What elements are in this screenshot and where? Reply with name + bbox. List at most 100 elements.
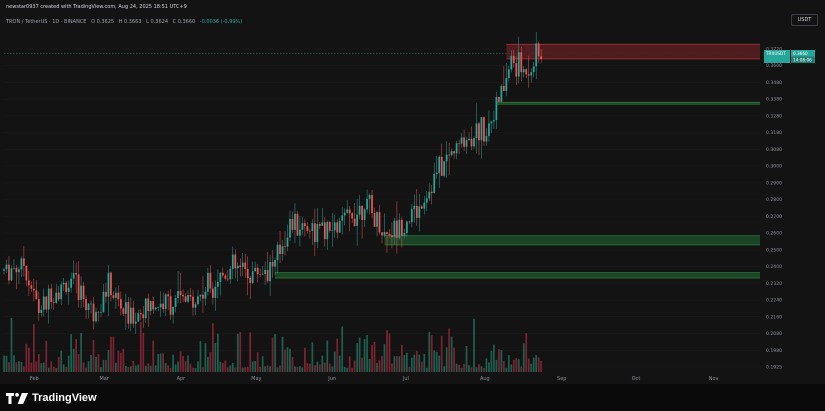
volume-bar [371,345,373,372]
volume-bar [264,366,266,372]
volume-bar [468,365,470,372]
candle-body [72,273,75,279]
ohlc-low: L 0.3624 [146,19,169,25]
symbol-title[interactable]: TRON / TetherUS · 1D · BINANCE [6,19,87,25]
candle-body [363,209,366,220]
volume-bar [418,354,421,372]
candle-body [485,136,488,142]
candle-body [453,151,455,154]
volume-bar [65,367,68,372]
candle-body [405,221,408,233]
candle-body [284,246,286,247]
candle-body [47,288,50,310]
candle-body [224,275,227,279]
candle-body [127,302,130,324]
volume-bar [291,356,294,372]
volume-bar [274,334,276,372]
volume-bar [204,343,207,372]
volume-bar [341,326,344,372]
y-tick-label: 0.2800 [766,197,782,203]
candle-body [537,43,540,57]
candle-body [281,246,284,254]
candle-body [137,313,140,322]
y-tick-label: 0.2900 [766,180,782,186]
volume-bar [127,367,130,372]
candle-body [383,232,386,236]
volume-bar [129,366,132,372]
volume-bar [425,367,428,372]
volume-bar [77,353,80,372]
volume-bar [316,361,319,372]
candle-body [527,74,530,76]
volume-bar [5,355,8,372]
volume-bar [532,357,535,372]
candle-body [149,301,152,311]
candle-body [507,69,510,79]
candle-body [333,222,336,231]
volume-bar [82,362,85,372]
candle-body [30,285,33,289]
volume-bar [520,366,523,372]
candle-body [124,302,127,314]
support-zone [384,235,760,245]
volume-bar [438,355,441,372]
volume-bar [27,347,30,372]
volume-bar [460,367,463,372]
volume-bar [112,336,115,372]
candle-body [216,281,219,287]
volume-bar [443,366,446,372]
volume-bar [120,352,122,372]
x-tick-label: Apr [177,376,187,382]
volume-bar [105,360,107,372]
candle-body [401,219,403,236]
candle-body [480,117,483,141]
price-value-box [791,50,815,57]
volume-bar [216,333,219,372]
volume-bar [381,355,383,372]
volume-bar [219,361,222,372]
volume-bar [177,361,179,372]
x-tick-label: Aug [480,376,490,382]
volume-bar [152,340,155,372]
volume-bar [535,355,538,372]
volume-bar [433,350,436,372]
volume-bar [361,357,363,372]
candle-body [386,232,388,234]
candle-body [376,212,378,227]
candle-body [57,292,60,300]
volume-bar [207,357,209,372]
candle-body [42,296,45,310]
candle-body [398,219,401,238]
candles [3,32,543,335]
volume-bar [304,347,306,372]
tradingview-logo[interactable]: TradingView [6,392,97,404]
currency-button[interactable]: USDT [791,14,818,26]
candle-body [540,56,543,60]
candle-body [107,272,110,297]
candle-body [159,303,162,308]
candle-body [65,282,68,292]
price-tag: TRXUSDT 0.3660 14:08:06 [764,50,815,63]
candle-body [45,296,48,310]
volume-bar [475,367,478,372]
volume-bar [306,363,309,372]
volume-bar [530,363,533,372]
price-chart[interactable]: 0.3720 0.3600 0.3480 0.3380 0.3280 0.3180 0.30… [0,0,825,384]
volume-bar [229,365,232,372]
candle-body [391,235,393,238]
volume-bar [440,335,443,372]
candle-body [502,85,505,91]
volume-bar [428,331,431,372]
volume-bar [107,349,110,372]
candle-body [184,296,187,302]
candle-body [187,295,189,302]
candle-body [465,140,468,147]
volume-bar [453,347,455,372]
volume-bar [517,359,520,372]
volume-bar [343,367,346,372]
candle-body [25,265,28,281]
volume-bar [331,366,334,372]
volume-bar [368,359,371,372]
candle-body [463,137,465,147]
volume-bar [510,364,513,372]
